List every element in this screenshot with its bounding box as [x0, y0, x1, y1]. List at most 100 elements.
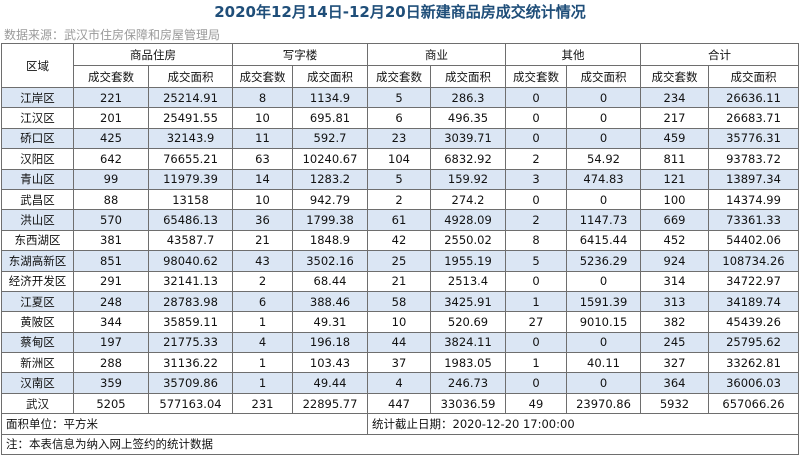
value-cell: 0 — [505, 188, 567, 211]
value-cell: 6 — [232, 290, 293, 313]
value-cell: 0 — [505, 86, 567, 109]
value-cell: 2550.02 — [430, 229, 506, 252]
header-row-sub: 成交套数 成交面积 成交套数 成交面积 成交套数 成交面积 成交套数 成交面积 … — [2, 65, 799, 88]
table-row: 东湖高新区 851 98040.62 43 3502.16 25 1955.19 5 5236.… — [1, 250, 799, 272]
value-cell: 61 — [367, 209, 431, 231]
value-cell: 13897.34 — [708, 168, 799, 190]
header-sub: 成交套数 — [640, 65, 709, 88]
table-row: 东西湖区 381 43587.7 21 1848.9 42 2550.02 8 6415.44 4… — [1, 229, 799, 252]
value-cell: 8 — [232, 86, 293, 109]
value-cell: 388.46 — [292, 290, 368, 313]
value-cell: 286.3 — [430, 86, 506, 109]
header-sub: 成交面积 — [148, 65, 233, 88]
value-cell: 3039.71 — [430, 127, 506, 150]
value-cell: 359 — [73, 372, 149, 394]
value-cell: 1134.9 — [292, 86, 368, 109]
value-cell: 381 — [73, 229, 149, 252]
value-cell: 25795.62 — [708, 331, 799, 354]
value-cell: 474.83 — [566, 168, 641, 190]
district-cell: 新洲区 — [1, 352, 74, 374]
value-cell: 121 — [640, 168, 709, 190]
district-cell: 汉阳区 — [1, 148, 74, 170]
table-row: 青山区 99 11979.39 14 1283.2 5 159.92 3 474.83 121 13… — [1, 168, 799, 190]
value-cell: 1955.19 — [430, 250, 506, 272]
value-cell: 100 — [640, 188, 709, 211]
value-cell: 201 — [73, 107, 149, 129]
value-cell: 35859.11 — [148, 311, 233, 333]
value-cell: 1591.39 — [566, 290, 641, 313]
value-cell: 0 — [566, 188, 641, 211]
value-cell: 33036.59 — [430, 392, 506, 415]
value-cell: 520.69 — [430, 311, 506, 333]
value-cell: 0 — [505, 127, 567, 150]
value-cell: 159.92 — [430, 168, 506, 190]
value-cell: 291 — [73, 270, 149, 292]
value-cell: 0 — [566, 331, 641, 354]
value-cell: 98040.62 — [148, 250, 233, 272]
stats-table: 区域 商品住房 写字楼 商业 其他 合计 成交套数 成交面积 成交套数 成交面积… — [1, 43, 799, 456]
value-cell: 23970.86 — [566, 392, 641, 415]
value-cell: 36 — [232, 209, 293, 231]
value-cell: 577163.04 — [148, 392, 233, 415]
value-cell: 447 — [367, 392, 431, 415]
value-cell: 10 — [232, 107, 293, 129]
value-cell: 327 — [640, 352, 709, 374]
value-cell: 32143.9 — [148, 127, 233, 150]
value-cell: 22895.77 — [292, 392, 368, 415]
value-cell: 25491.55 — [148, 107, 233, 129]
table-row: 武汉 5205 577163.04 231 22895.77 447 33036.59 49 2… — [1, 392, 799, 415]
value-cell: 1799.38 — [292, 209, 368, 231]
district-cell: 东西湖区 — [1, 229, 74, 252]
district-cell: 江夏区 — [1, 290, 74, 313]
table-row: 经济开发区 291 32141.13 2 68.44 21 2513.4 0 0 314 34722… — [1, 270, 799, 292]
page-title: 2020年12月14日-12月20日新建商品房成交统计情况 — [214, 3, 586, 21]
value-cell: 1283.2 — [292, 168, 368, 190]
district-cell: 汉南区 — [1, 372, 74, 394]
value-cell: 1 — [232, 352, 293, 374]
value-cell: 314 — [640, 270, 709, 292]
value-cell: 9010.15 — [566, 311, 641, 333]
district-cell: 经济开发区 — [1, 270, 74, 292]
district-cell: 江岸区 — [1, 86, 74, 109]
district-cell: 蔡甸区 — [1, 331, 74, 354]
value-cell: 21 — [367, 270, 431, 292]
value-cell: 76655.21 — [148, 148, 233, 170]
value-cell: 6 — [367, 107, 431, 129]
value-cell: 1 — [232, 372, 293, 394]
value-cell: 42 — [367, 229, 431, 252]
value-cell: 2513.4 — [430, 270, 506, 292]
value-cell: 88 — [73, 188, 149, 211]
value-cell: 54402.06 — [708, 229, 799, 252]
value-cell: 31136.22 — [148, 352, 233, 374]
value-cell: 33262.81 — [708, 352, 799, 374]
value-cell: 1848.9 — [292, 229, 368, 252]
value-cell: 3 — [505, 168, 567, 190]
value-cell: 1 — [505, 290, 567, 313]
table-row: 硚口区 425 32143.9 11 592.7 23 3039.71 0 0 459 35776.… — [1, 127, 799, 150]
value-cell: 1983.05 — [430, 352, 506, 374]
header-sub: 成交套数 — [505, 65, 567, 88]
value-cell: 1 — [232, 311, 293, 333]
value-cell: 459 — [640, 127, 709, 150]
value-cell: 54.92 — [566, 148, 641, 170]
table-row: 江汉区 201 25491.55 10 695.81 6 496.35 0 0 217 26683.… — [1, 107, 799, 129]
value-cell: 5 — [367, 168, 431, 190]
header-sub: 成交面积 — [708, 65, 799, 88]
value-cell: 8 — [505, 229, 567, 252]
footer-row-note: 注：本表信息为纳入网上签约的统计数据 — [1, 433, 799, 456]
header-district: 区域 — [1, 43, 74, 88]
value-cell: 6832.92 — [430, 148, 506, 170]
value-cell: 14374.99 — [708, 188, 799, 211]
value-cell: 0 — [566, 270, 641, 292]
value-cell: 851 — [73, 250, 149, 272]
value-cell: 4 — [232, 331, 293, 354]
value-cell: 25 — [367, 250, 431, 272]
value-cell: 5236.29 — [566, 250, 641, 272]
value-cell: 58 — [367, 290, 431, 313]
value-cell: 40.11 — [566, 352, 641, 374]
header-group: 商业 — [367, 43, 506, 66]
value-cell: 0 — [566, 127, 641, 150]
value-cell: 669 — [640, 209, 709, 231]
header-group: 其他 — [505, 43, 641, 66]
value-cell: 0 — [505, 270, 567, 292]
